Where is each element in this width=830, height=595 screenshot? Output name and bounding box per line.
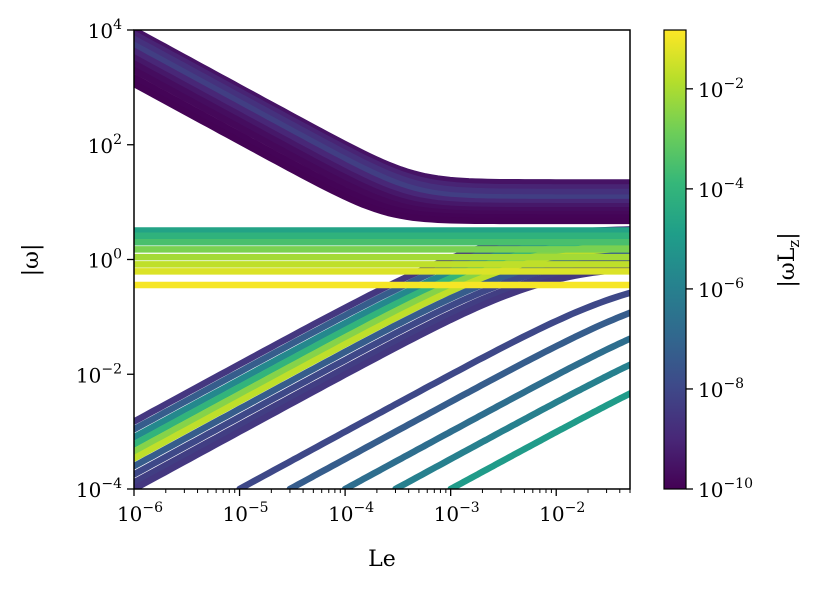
colorbar-tick-label: 10−4 — [698, 176, 744, 202]
ascending-branch — [236, 289, 630, 489]
y-axis-label: |ω| — [19, 244, 44, 277]
colorbar-tick-label: 10−2 — [698, 76, 744, 102]
x-tick-label: 10−5 — [223, 500, 269, 526]
y-axis: 10−4 10−2 100 102 104 — [76, 17, 134, 502]
colorbar-tick-label: 10−10 — [698, 476, 753, 502]
descending-branch — [134, 35, 630, 196]
data-layer — [134, 30, 630, 489]
y-tick-label: 10−2 — [76, 361, 122, 387]
y-tick-label: 104 — [88, 17, 122, 43]
colorbar-tick-label: 10−8 — [698, 376, 744, 402]
descending-branch — [134, 74, 630, 221]
x-tick-label: 10−4 — [328, 500, 374, 526]
x-tick-label: 10−6 — [117, 500, 163, 526]
x-axis-label: Le — [368, 547, 396, 572]
ascending-branch — [341, 335, 630, 489]
descending-branch — [134, 41, 630, 201]
descending-branch — [134, 80, 630, 225]
descending-branch — [134, 60, 630, 214]
descending-branch — [134, 47, 630, 206]
descending-branch — [134, 54, 630, 210]
descending-branch — [134, 30, 630, 186]
ascending-branch — [134, 242, 630, 455]
ascending-branch — [134, 260, 630, 486]
colorbar — [663, 29, 687, 490]
colorbar-label: |ωLz| — [775, 232, 803, 287]
colorbar-tick-label: 10−6 — [698, 276, 744, 302]
y-tick-label: 10−4 — [76, 476, 122, 502]
colorbar-axis: 10−10 10−8 10−6 10−4 10−2 — [686, 76, 753, 502]
y-tick-label: 102 — [88, 132, 122, 158]
x-tick-label: 10−2 — [539, 500, 585, 526]
descending-branch — [134, 66, 630, 218]
ascending-branch — [286, 309, 630, 489]
ascending-branch — [392, 361, 630, 489]
descending-branch — [134, 30, 630, 191]
y-tick-label: 100 — [88, 247, 122, 273]
x-axis: 10−6 10−5 10−4 10−3 10−2 — [117, 489, 631, 526]
x-tick-label: 10−3 — [434, 500, 480, 526]
ascending-branch — [447, 390, 630, 489]
